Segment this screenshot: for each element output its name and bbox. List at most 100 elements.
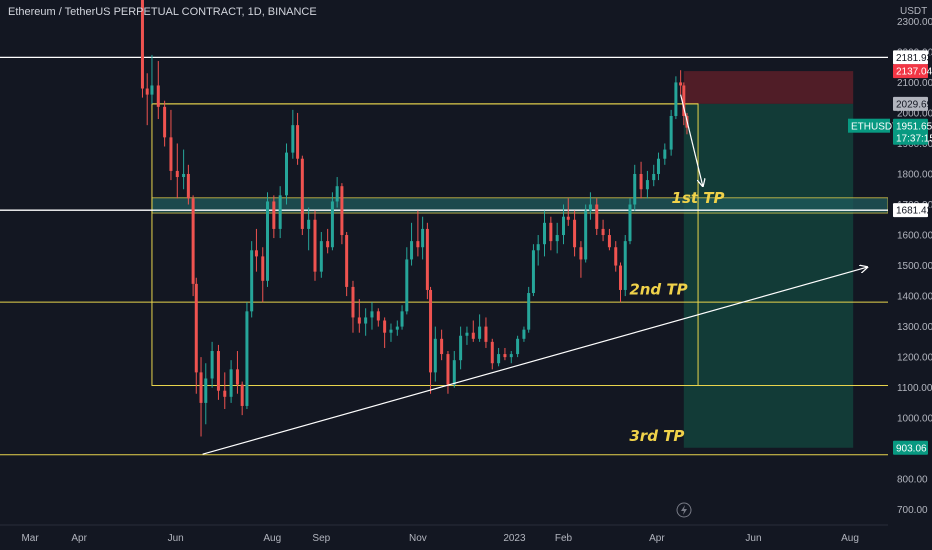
candle-body <box>639 173 643 190</box>
candle-body <box>503 354 507 358</box>
candle-body <box>682 85 686 116</box>
candle-body <box>425 228 429 290</box>
candle-body <box>674 82 678 116</box>
x-tick-label: Sep <box>312 533 330 544</box>
candle-body <box>595 204 599 229</box>
countdown-label: 17:37:15 <box>896 134 932 145</box>
candle-body <box>300 158 304 229</box>
y-tick-label: 1800.00 <box>897 169 932 180</box>
candle-body <box>478 326 482 339</box>
candle-body <box>633 173 637 205</box>
candle-body <box>549 222 553 242</box>
candle-body <box>319 241 323 272</box>
projection-arrow <box>680 94 703 187</box>
candle-body <box>272 201 276 229</box>
candle-body <box>579 247 583 260</box>
price-axis-background <box>888 0 932 525</box>
candle-body <box>433 338 437 373</box>
y-tick-label: 1500.00 <box>897 261 932 272</box>
symbol-label: ETHUSDT.P <box>851 122 907 133</box>
candle-body <box>370 311 374 318</box>
candle-body <box>663 149 667 159</box>
last-price-label: 1951.65 <box>896 122 932 133</box>
label-tp1: 1st TP <box>672 189 725 207</box>
y-tick-label: 2000.00 <box>897 108 932 119</box>
candle-body <box>421 228 425 248</box>
x-tick-label: Aug <box>263 533 281 544</box>
axis-currency: USDT <box>900 6 927 17</box>
candle-body <box>266 201 270 281</box>
price-tag <box>893 64 928 79</box>
stop-loss-zone <box>683 71 854 104</box>
candle-body <box>150 85 154 95</box>
y-tick-label: 1200.00 <box>897 353 932 364</box>
candle-body <box>656 158 660 174</box>
candle-body <box>416 241 420 248</box>
candle-body <box>357 317 361 324</box>
candle-body <box>186 173 190 199</box>
candle-body <box>389 329 393 333</box>
candle-body <box>163 106 167 138</box>
candle-body <box>156 85 160 107</box>
y-tick-label: 1100.00 <box>897 383 932 394</box>
y-tick-label: 1600.00 <box>897 231 932 242</box>
candle-body <box>340 186 344 236</box>
price-tag-label: 1681.42 <box>896 206 932 217</box>
candle-body <box>516 338 520 355</box>
candle-body <box>169 137 173 171</box>
candle-body <box>307 219 311 229</box>
candle-body <box>335 186 339 202</box>
candle-body <box>285 152 289 196</box>
candle-body <box>536 244 540 251</box>
candle-body <box>566 216 570 220</box>
candle-body <box>210 351 214 379</box>
price-tag-label: 903.06 <box>896 443 927 454</box>
x-tick-label: Mar <box>21 533 39 544</box>
flash-icon <box>676 502 692 518</box>
price-tag <box>893 440 928 455</box>
price-tag <box>893 203 928 218</box>
candle-body <box>330 201 334 248</box>
y-tick-label: 1400.00 <box>897 292 932 303</box>
x-tick-label: Jun <box>168 533 184 544</box>
candle-body <box>345 235 349 287</box>
candle-body <box>618 265 622 290</box>
candle-body <box>527 293 531 330</box>
candle-body <box>291 125 295 153</box>
candle-body <box>383 320 387 333</box>
candle-body <box>351 286 355 318</box>
candle-body <box>400 311 404 327</box>
candle-body <box>452 360 456 385</box>
candle-body <box>614 247 618 266</box>
candle-body <box>490 341 494 364</box>
x-tick-label: Nov <box>409 533 427 544</box>
price-tag <box>893 96 928 111</box>
last-price-tag <box>893 118 928 145</box>
take-profit-zone <box>683 103 854 448</box>
price-tag <box>893 50 928 65</box>
symbol-header: Ethereum / TetherUS PERPETUAL CONTRACT, … <box>8 6 317 18</box>
candle-body <box>531 250 535 294</box>
candle-body <box>254 250 258 257</box>
y-tick-label: 800.00 <box>897 475 928 486</box>
candle-body <box>584 210 588 260</box>
candle-body <box>562 216 566 236</box>
candle-body <box>628 204 632 242</box>
candle-body <box>405 259 409 312</box>
y-tick-label: 1000.00 <box>897 414 932 425</box>
candle-body <box>543 222 547 245</box>
price-tag-label: 2137.04 <box>896 67 932 78</box>
candle-body <box>555 235 559 242</box>
candle-body <box>229 369 233 397</box>
candle-body <box>465 332 469 336</box>
candle-body <box>601 228 605 236</box>
candle-body <box>484 326 488 342</box>
candle-body <box>364 317 368 324</box>
trendline <box>202 267 868 455</box>
candle-body <box>182 173 186 178</box>
candle-body <box>522 329 526 339</box>
candle-body <box>140 0 144 89</box>
candle-body <box>459 335 463 361</box>
